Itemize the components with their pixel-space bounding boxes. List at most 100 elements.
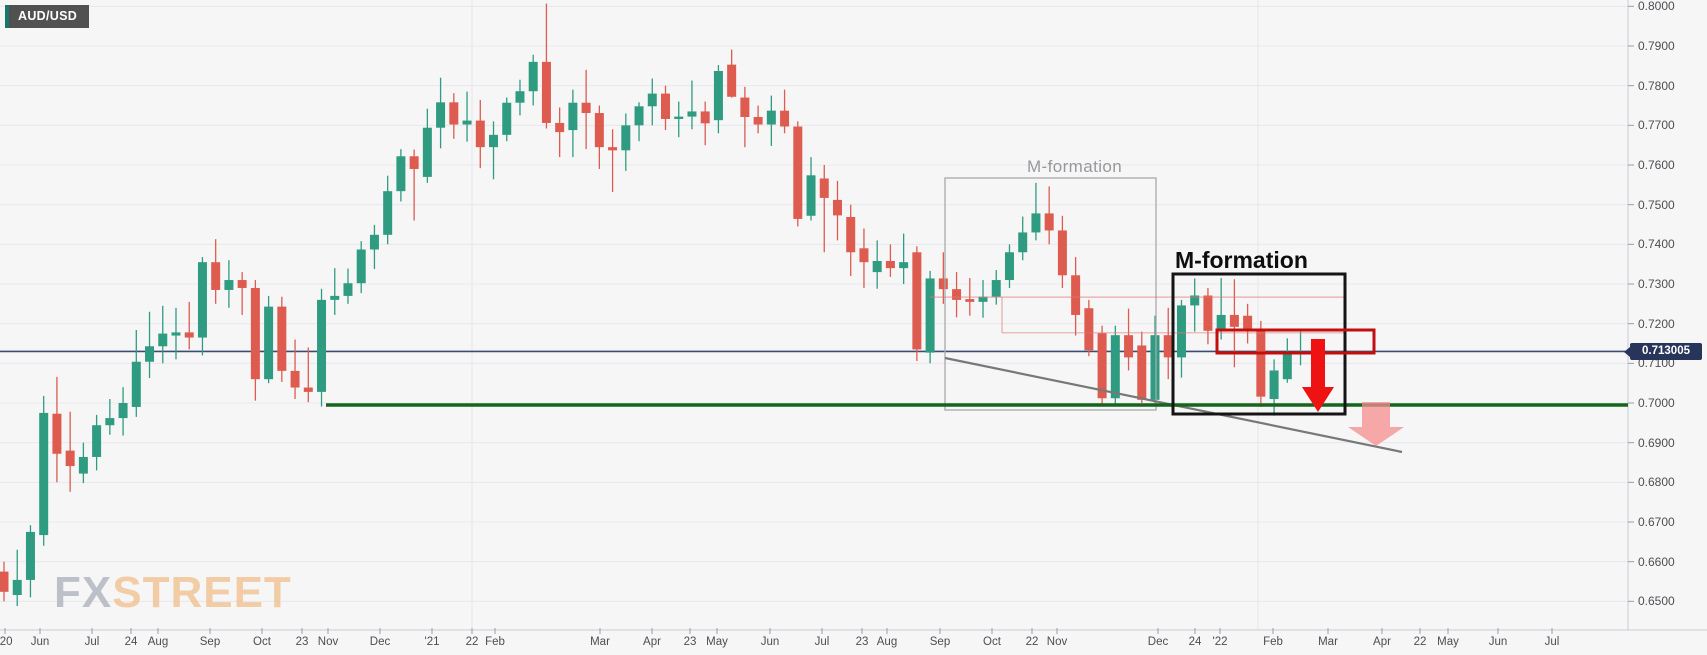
black-m-formation-box <box>1171 272 1347 416</box>
candle-body <box>594 113 604 148</box>
red-zone-box <box>1215 328 1376 355</box>
current-price-tag: 0.713005 <box>1624 343 1702 360</box>
candle-body <box>912 252 922 350</box>
candle-body <box>277 306 287 371</box>
watermark-fx-text: FX <box>54 568 113 617</box>
candle-body <box>65 450 75 467</box>
candle-body <box>489 134 499 148</box>
candle-body <box>449 102 459 125</box>
candle-body <box>1256 328 1266 397</box>
candle-body <box>1229 314 1239 327</box>
candle-body <box>78 456 88 474</box>
candle-body <box>343 283 353 296</box>
candle-body <box>92 425 102 457</box>
candle-body <box>290 370 300 388</box>
candle-body <box>1110 335 1120 399</box>
candle-body <box>568 102 578 131</box>
candle-body <box>1031 213 1041 233</box>
candle-body <box>409 156 419 169</box>
candle-body <box>356 249 366 284</box>
candle-body <box>1057 230 1067 276</box>
candle-body <box>1176 305 1186 358</box>
symbol-badge: AUD/USD <box>5 5 90 28</box>
candle-body <box>885 260 895 269</box>
candle-body <box>621 125 631 151</box>
candle-body <box>475 120 485 148</box>
candle-body <box>780 110 790 127</box>
candle-body <box>925 278 935 353</box>
candle-body <box>965 299 975 302</box>
black-m-formation-label: M-formation <box>1175 247 1308 273</box>
candle-body <box>1124 335 1134 358</box>
candle-body <box>211 262 221 290</box>
candle-body <box>250 287 260 380</box>
candle-body <box>1004 252 1014 281</box>
candle-body <box>832 199 842 216</box>
candle-body <box>0 571 9 592</box>
candle-body <box>581 102 591 114</box>
candle-body <box>899 262 909 269</box>
candle-body <box>700 111 710 124</box>
candle-body <box>727 64 737 97</box>
candle-body <box>1269 370 1279 400</box>
candle-body <box>819 178 829 198</box>
candle-body <box>436 102 446 128</box>
candle-body <box>1203 295 1213 331</box>
candle-body <box>1084 308 1094 351</box>
candle-body <box>713 70 723 121</box>
candle-body <box>608 147 618 151</box>
candle-body <box>634 106 644 126</box>
candle-body <box>952 289 962 300</box>
candle-body <box>105 418 115 426</box>
candle-body <box>846 216 856 253</box>
candle-body <box>661 93 670 119</box>
candle-body <box>171 332 181 336</box>
candle-body <box>687 111 697 117</box>
candle-body <box>766 110 776 125</box>
candle-body <box>1150 335 1160 400</box>
candle-body <box>502 102 512 135</box>
candle-body <box>369 234 379 250</box>
pink-down-arrow <box>1348 402 1404 446</box>
candle-body <box>25 531 35 580</box>
candle-body <box>224 280 234 290</box>
candle-body <box>39 412 49 536</box>
candle-body <box>528 61 538 92</box>
candle-body <box>12 579 22 595</box>
candle-body <box>793 126 803 219</box>
candle-body <box>1097 333 1107 399</box>
gray-m-formation-box <box>944 177 1157 411</box>
candle-body <box>52 413 62 454</box>
watermark-street-text: STREET <box>112 568 292 617</box>
fxstreet-watermark-logo: FXSTREET <box>54 568 292 618</box>
candle-body <box>317 299 327 392</box>
candle-body <box>383 191 393 235</box>
candle-body <box>859 248 869 263</box>
candle-body <box>1071 275 1081 315</box>
candle-body <box>938 278 948 290</box>
candle-body <box>131 361 141 407</box>
candle-body <box>991 280 1001 297</box>
candle-body <box>1216 314 1226 331</box>
candle-body <box>145 346 155 362</box>
candle-body <box>674 116 684 119</box>
candle-body <box>740 97 750 118</box>
candle-body <box>515 91 525 103</box>
candle-body <box>237 280 247 288</box>
candle-body <box>118 403 128 419</box>
candle-body <box>462 120 472 125</box>
candle-body <box>303 387 313 392</box>
candle-body <box>1282 353 1292 380</box>
red-down-arrow <box>1302 339 1334 412</box>
candle-body <box>1018 232 1028 253</box>
candle-body <box>197 262 207 338</box>
candle-body <box>184 332 194 338</box>
candle-body <box>647 93 657 107</box>
candle-body <box>806 175 816 216</box>
candle-body <box>555 122 565 133</box>
candle-body <box>541 61 551 123</box>
candle-body <box>1137 345 1147 400</box>
candle-body <box>872 260 882 273</box>
